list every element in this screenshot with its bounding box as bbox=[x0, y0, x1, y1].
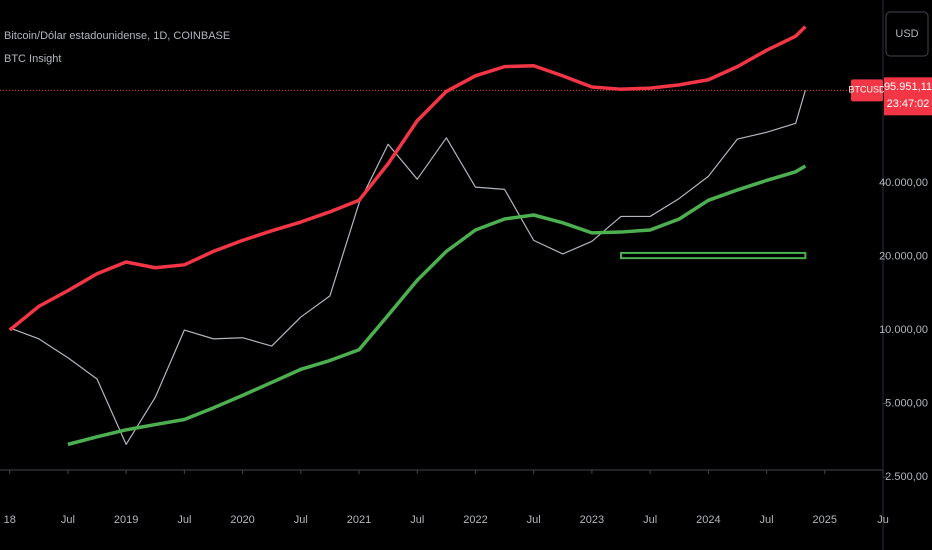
symbol-label: BTCUSD bbox=[848, 85, 886, 95]
x-tick-label: 2024 bbox=[696, 514, 720, 526]
x-tick-label: Jul bbox=[294, 514, 308, 526]
chart-title: Bitcoin/Dólar estadounidense, 1D, COINBA… bbox=[4, 30, 230, 42]
x-tick-label: Jul bbox=[527, 514, 541, 526]
support-zone bbox=[620, 251, 807, 260]
x-tick-label: 2020 bbox=[230, 514, 254, 526]
y-tick-label: 5.000,00 bbox=[885, 397, 928, 409]
last-price-label: 95.951,11 bbox=[884, 81, 932, 93]
x-tick-label: 18 bbox=[4, 514, 16, 526]
y-tick-label: 2.500,00 bbox=[885, 471, 928, 483]
x-tick-label: 2025 bbox=[813, 514, 837, 526]
price-badge bbox=[884, 77, 932, 116]
x-tick-label: Jul bbox=[643, 514, 657, 526]
x-tick-label: Jul bbox=[177, 514, 191, 526]
indicator-name: BTC Insight bbox=[4, 53, 61, 65]
x-tick-label: Jul bbox=[61, 514, 75, 526]
series-line bbox=[67, 164, 807, 447]
x-tick-label: 2022 bbox=[463, 514, 487, 526]
y-tick-label: 20.000,00 bbox=[879, 250, 928, 262]
x-tick-label: 2021 bbox=[347, 514, 371, 526]
currency-label[interactable]: USD bbox=[895, 28, 918, 40]
x-tick-label: 2023 bbox=[580, 514, 604, 526]
currency-button[interactable] bbox=[885, 11, 929, 57]
x-tick-label: Jul bbox=[410, 514, 424, 526]
y-tick-label: 40.000,00 bbox=[879, 177, 928, 189]
x-tick-label: 2019 bbox=[114, 514, 138, 526]
series-line bbox=[8, 25, 807, 332]
series-line bbox=[9, 90, 806, 445]
x-tick-label: Ju bbox=[877, 514, 889, 526]
symbol-badge bbox=[851, 79, 883, 102]
countdown-label: 23:47:02 bbox=[887, 98, 930, 110]
y-tick-label: 10.000,00 bbox=[879, 324, 928, 336]
plot-area bbox=[8, 25, 807, 447]
x-tick-label: Jul bbox=[760, 514, 774, 526]
